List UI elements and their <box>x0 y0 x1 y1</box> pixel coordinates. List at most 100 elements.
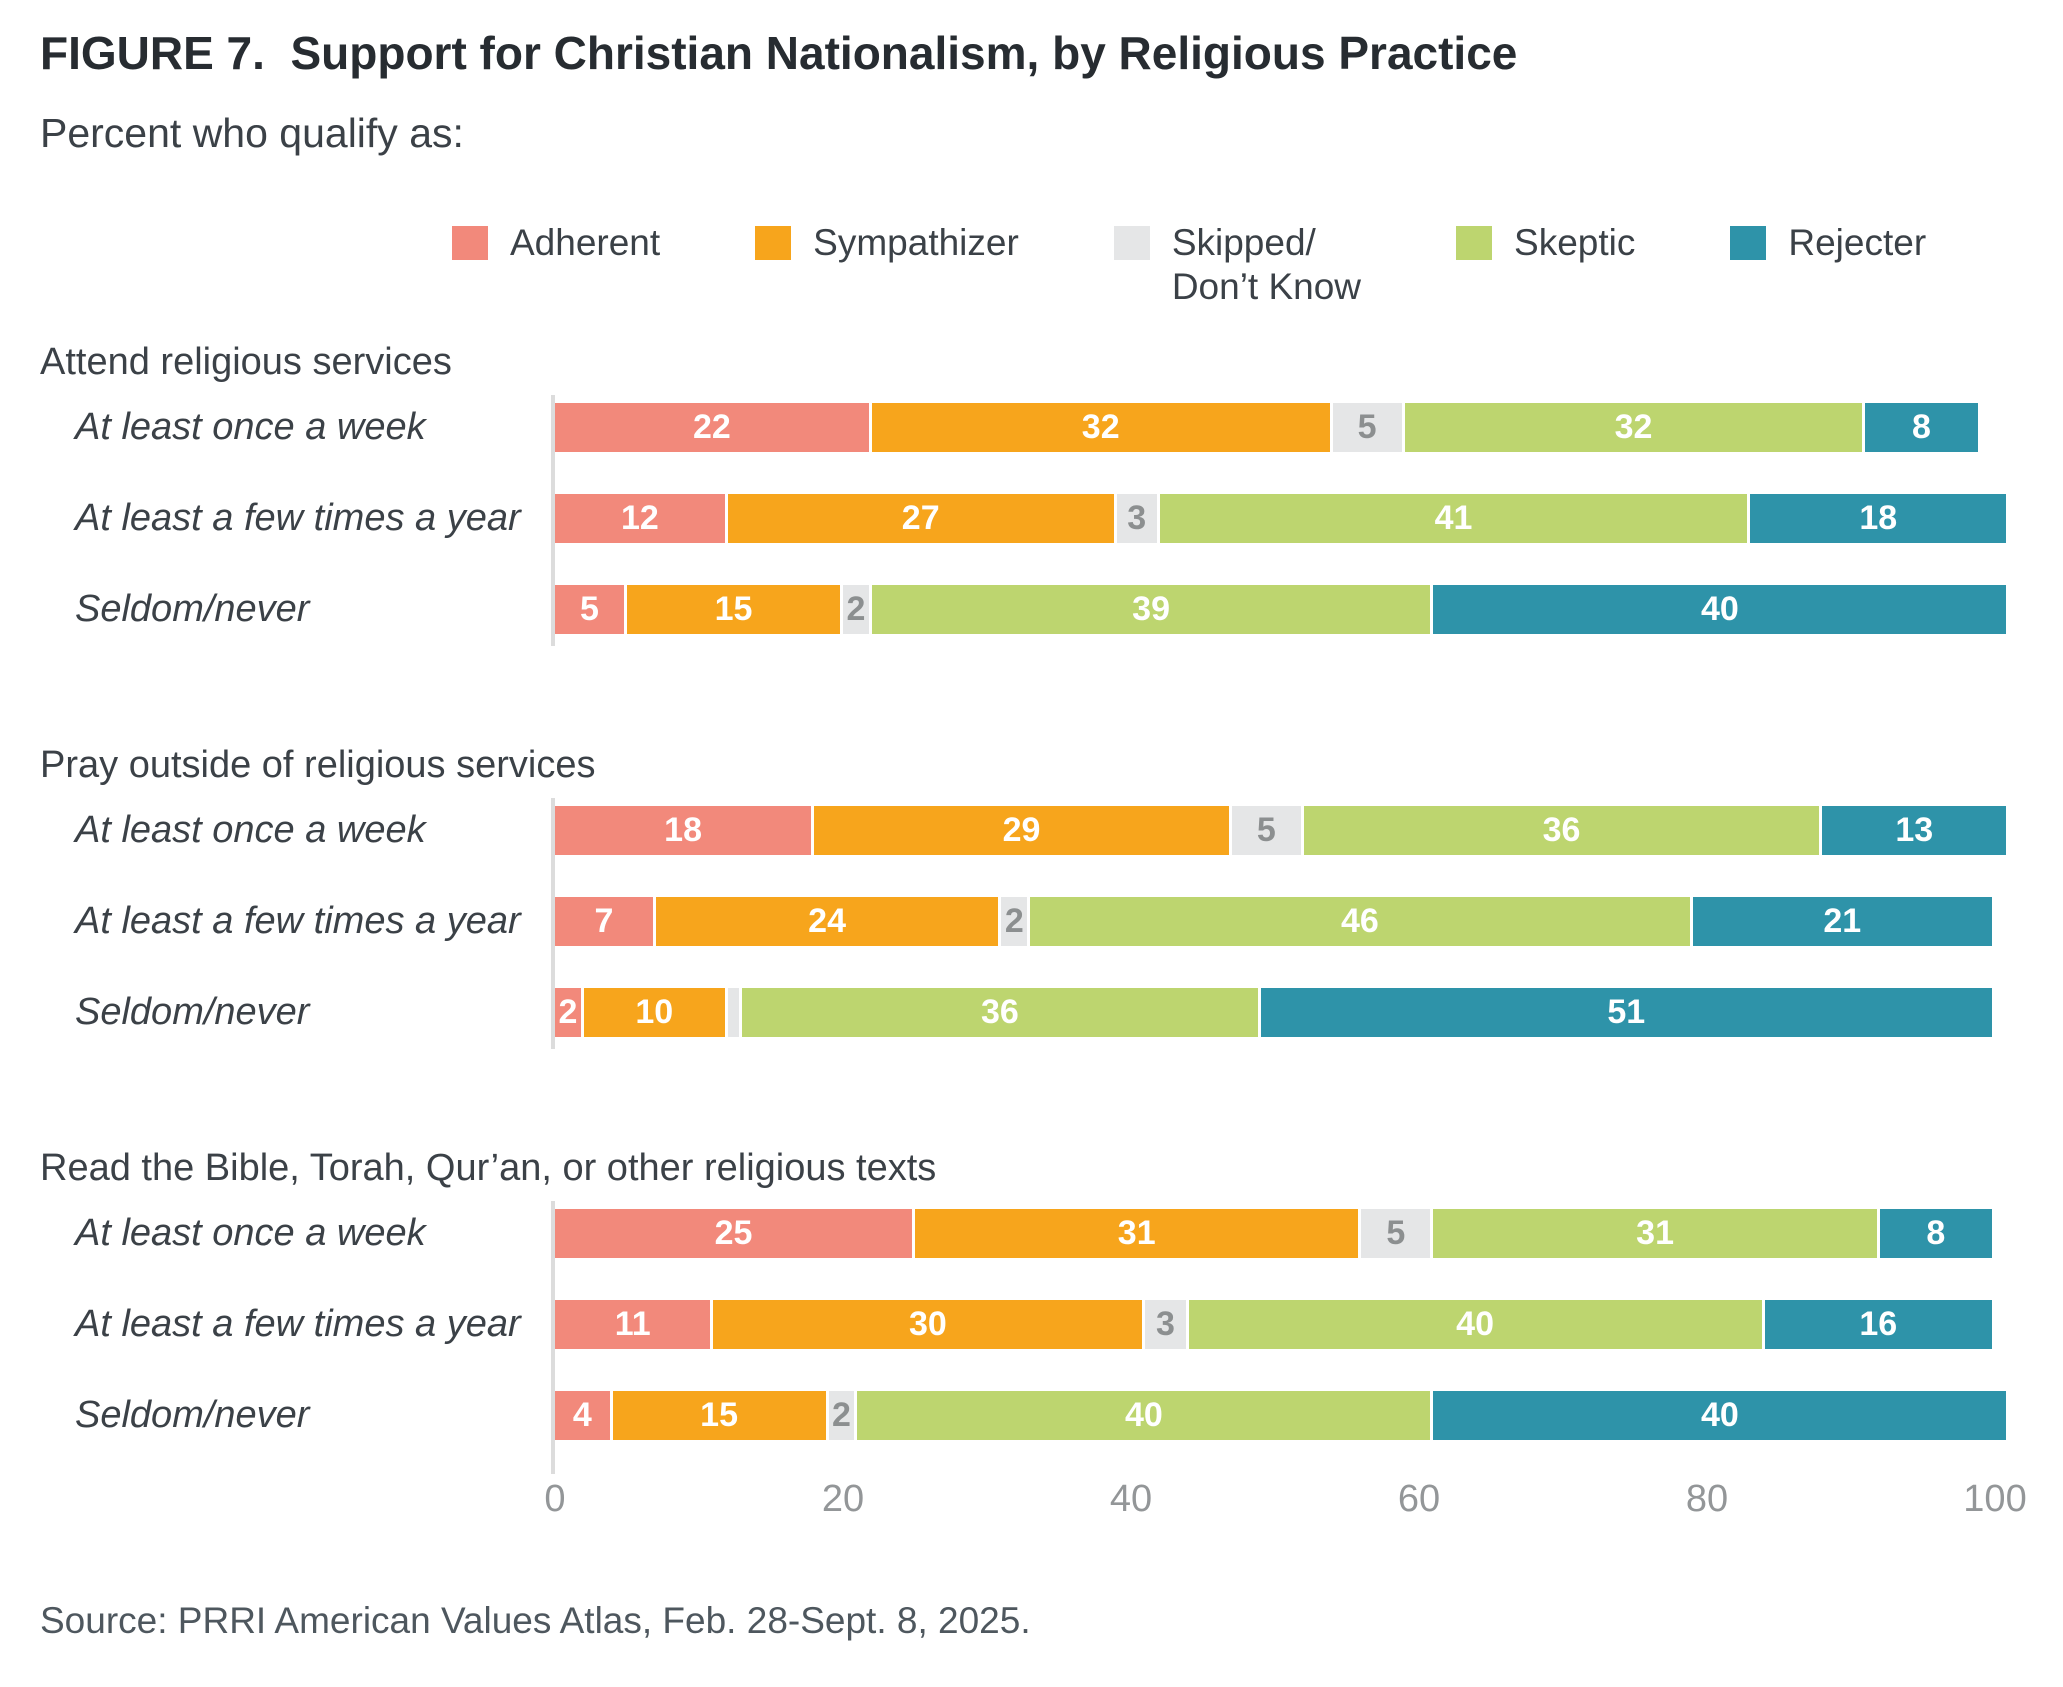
stacked-bar: 12 27 3 41 18 <box>555 493 2010 543</box>
legend-label-rejecter: Rejecter <box>1788 221 1927 263</box>
stacked-bar: 18 29 5 36 13 <box>555 805 2010 855</box>
bar-segment-rejecter: 51 <box>1260 987 1995 1037</box>
legend-item-adherent: Adherent <box>452 221 660 265</box>
chart-group-pray-outside-of-religious-services: Pray outside of religious services At lea… <box>0 742 2063 1049</box>
bar-segment-adherent: 4 <box>555 1390 613 1440</box>
axis-tick-0: 0 <box>544 1477 566 1520</box>
figure-title: FIGURE 7. Support for Christian National… <box>40 27 1518 79</box>
bar-segment-rejecter: 18 <box>1750 493 2010 543</box>
bar-value: 13 <box>1895 811 1934 849</box>
bar-segment-skeptic: 36 <box>742 987 1261 1037</box>
bar-value: 24 <box>808 902 846 940</box>
chart-row: At least once a week 22 32 5 32 8 <box>0 402 2063 452</box>
bar-value: 41 <box>1434 499 1473 537</box>
group-title: Pray outside of religious services <box>40 743 596 786</box>
bar-value: 31 <box>1117 1214 1156 1252</box>
bar-segment-sympathizer: 29 <box>814 805 1232 855</box>
bar-value: 12 <box>620 499 659 537</box>
bar-segment-adherent: 5 <box>555 584 627 634</box>
bar-value: 30 <box>908 1305 947 1343</box>
bar-segment-skipped-don-t-know: 2 <box>828 1390 858 1440</box>
bar-value: 5 <box>1386 1214 1406 1252</box>
stacked-bar: 22 32 5 32 8 <box>555 402 1981 452</box>
bar-segment-sympathizer: 31 <box>915 1208 1362 1258</box>
row-label: At least once a week <box>75 405 426 448</box>
row-label: At least a few times a year <box>75 496 521 539</box>
bar-segment-adherent: 7 <box>555 896 656 946</box>
axis-baseline <box>551 1200 555 1474</box>
bar-segment-rejecter: 40 <box>1433 1390 2010 1440</box>
bar-segment-sympathizer: 30 <box>713 1299 1146 1349</box>
bar-segment-skeptic: 36 <box>1303 805 1823 855</box>
legend-swatch-rejecter <box>1730 225 1767 260</box>
bar-value: 39 <box>1132 590 1170 628</box>
chart-row: At least once a week 18 29 5 36 13 <box>0 805 2063 855</box>
chart-row: At least a few times a year 11 30 3 40 16 <box>0 1299 2063 1349</box>
stacked-bar: 4 15 2 40 40 <box>555 1390 2010 1440</box>
bar-segment-adherent: 2 <box>555 987 584 1037</box>
chart-row: At least a few times a year 7 24 2 46 21 <box>0 896 2063 946</box>
axis-tick-100: 100 <box>1963 1477 2027 1520</box>
bar-value: 11 <box>614 1305 651 1343</box>
bar-value: 8 <box>1912 408 1931 446</box>
bar-segment-skeptic: 41 <box>1159 493 1751 543</box>
bar-value: 15 <box>714 590 753 628</box>
bar-value: 18 <box>1859 499 1898 537</box>
bar-value: 7 <box>594 902 614 940</box>
bar-value: 51 <box>1607 993 1646 1031</box>
row-label: Seldom/never <box>75 1393 310 1436</box>
legend-item-skeptic: Skeptic <box>1456 221 1635 265</box>
axis-tick-40: 40 <box>1109 1477 1153 1520</box>
axis-ticks: 0 20 40 60 80 100 <box>0 1478 2063 1524</box>
row-label: Seldom/never <box>75 990 310 1033</box>
bar-segment-sympathizer: 15 <box>627 584 843 634</box>
legend-label-sympathizer: Sympathizer <box>813 221 1019 263</box>
bar-segment-rejecter: 13 <box>1822 805 2010 855</box>
bar-value: 22 <box>692 408 731 446</box>
bar-value: 25 <box>714 1214 753 1252</box>
bar-value: 36 <box>1542 811 1581 849</box>
bar-segment-skeptic: 31 <box>1433 1208 1880 1258</box>
bar-value: 2 <box>846 590 866 628</box>
bar-value: 16 <box>1859 1305 1898 1343</box>
bar-segment-adherent: 18 <box>555 805 815 855</box>
legend-swatch-sympathizer <box>755 225 792 260</box>
row-label: At least once a week <box>75 808 426 851</box>
legend-item-sympathizer: Sympathizer <box>755 221 1019 265</box>
bar-value: 40 <box>1700 590 1739 628</box>
bar-segment-adherent: 25 <box>555 1208 915 1258</box>
legend-label-skipped-don-t-know: Skipped/ Don’t Know <box>1171 221 1362 307</box>
bar-segment-rejecter: 21 <box>1692 896 1995 946</box>
bar-value: 3 <box>1156 1305 1175 1343</box>
legend-swatch-skipped-don-t-know <box>1113 225 1150 260</box>
bar-value: 46 <box>1340 902 1379 940</box>
figure-subtitle: Percent who qualify as: <box>40 109 464 156</box>
chart-row: At least once a week 25 31 5 31 8 <box>0 1208 2063 1258</box>
bar-value: 5 <box>580 590 599 628</box>
row-label: At least a few times a year <box>75 899 521 942</box>
bar-segment-skeptic: 32 <box>1404 402 1866 452</box>
chart-group-attend-religious-services: Attend religious services At least once a… <box>0 339 2063 646</box>
bar-segment-skeptic: 46 <box>1030 896 1693 946</box>
row-label: At least a few times a year <box>75 1302 521 1345</box>
bar-segment-skipped-don-t-know: 5 <box>1231 805 1304 855</box>
bar-segment-sympathizer: 15 <box>612 1390 829 1440</box>
source-note: Source: PRRI American Values Atlas, Feb.… <box>40 1599 1031 1641</box>
bar-segment-sympathizer: 32 <box>871 402 1333 452</box>
group-title: Attend religious services <box>40 340 452 383</box>
bar-segment-sympathizer: 27 <box>727 493 1117 543</box>
bar-value: 2 <box>1004 902 1024 940</box>
chart-row: Seldom/never 2 10 36 51 <box>0 987 2063 1037</box>
legend-label-skeptic: Skeptic <box>1514 221 1636 263</box>
stacked-bar: 7 24 2 46 21 <box>555 896 1995 946</box>
bar-value: 32 <box>1614 408 1653 446</box>
bar-value: 29 <box>1002 811 1041 849</box>
bar-value: 2 <box>558 993 578 1031</box>
axis-tick-20: 20 <box>821 1477 865 1520</box>
bar-segment-skipped-don-t-know <box>727 987 743 1037</box>
bar-segment-skeptic: 40 <box>1188 1299 1765 1349</box>
stacked-bar: 25 31 5 31 8 <box>555 1208 1995 1258</box>
page-root: { "title": "FIGURE 7. Support for Christ… <box>0 28 2063 1687</box>
bar-value: 10 <box>635 993 674 1031</box>
chart-row: Seldom/never 4 15 2 40 40 <box>0 1390 2063 1440</box>
